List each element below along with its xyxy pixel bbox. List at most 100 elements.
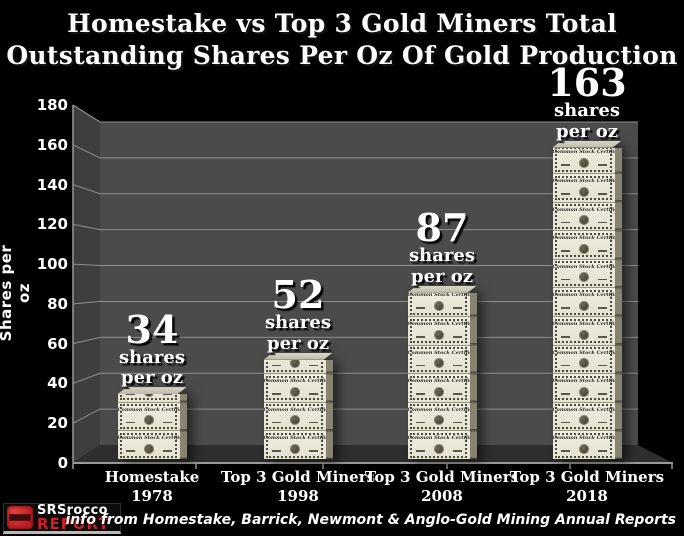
bar-top-face	[407, 285, 477, 293]
value-label: 52 shares per oz	[228, 272, 368, 354]
certificate-text: Common Stock Certificate	[552, 378, 615, 385]
certificate-seal-icon	[289, 443, 300, 454]
bar-side-face	[179, 394, 187, 459]
x-axis-ticks	[72, 463, 673, 469]
certificate-seal-icon	[433, 386, 444, 397]
bar-side-face	[614, 147, 622, 459]
stock-certificate: Common Stock Certificate	[552, 430, 615, 459]
certificate-text: Common Stock Certificate	[552, 349, 615, 356]
value-label: 163 shares per oz	[517, 60, 657, 142]
certificate-seal-icon	[433, 415, 444, 426]
value-label: 34 shares per oz	[82, 306, 222, 389]
y-tick-label: 20	[47, 414, 68, 433]
bar-side-face	[469, 292, 477, 459]
certificate-stack: Common Stock Certificate Common Stock Cer…	[263, 359, 326, 459]
certificate-seal-icon	[578, 329, 589, 340]
certificate-seal-icon	[143, 443, 154, 454]
certificate-seal-icon	[578, 243, 589, 254]
value-unit-text: shares	[119, 346, 185, 368]
certificate-seal-icon	[578, 358, 589, 369]
certificate-seal-icon	[578, 186, 589, 197]
stock-certificate: Common Stock Certificate	[552, 401, 615, 431]
certificate-seal-icon	[578, 386, 589, 397]
stock-certificate: Common Stock Certificate	[552, 173, 615, 202]
y-tick-label: 120	[36, 215, 68, 234]
stock-certificate: Common Stock Certificate	[117, 394, 180, 402]
stock-certificate: Common Stock Certificate	[407, 292, 470, 316]
certificate-text: Common Stock Certificate	[552, 292, 615, 299]
chart-title-line1: Homestake vs Top 3 Gold Miners Total	[67, 9, 617, 38]
x-category-label: Top 3 Gold Miners 2018	[509, 468, 665, 505]
certificate-seal-icon	[289, 415, 300, 426]
stock-certificate: Common Stock Certificate	[552, 230, 615, 259]
chart-title: Homestake vs Top 3 Gold Miners Total Out…	[0, 8, 684, 72]
value-unit-text: per oz	[410, 266, 473, 288]
certificate-stack: Common Stock Certificate Common Stock Cer…	[117, 394, 180, 459]
value-number: 34	[125, 306, 179, 352]
stock-certificate: Common Stock Certificate	[552, 373, 615, 402]
certificate-seal-icon	[433, 443, 444, 454]
stock-certificate: Common Stock Certificate	[263, 401, 326, 431]
stock-certificate: Common Stock Certificate	[407, 430, 470, 459]
stock-certificate: Common Stock Certificate	[552, 201, 615, 231]
certificate-text: Common Stock Certificate	[407, 349, 470, 356]
certificate-text: Common Stock Certificate	[117, 406, 180, 413]
value-unit-text: per oz	[555, 120, 618, 142]
bar-top-face	[263, 352, 333, 360]
value-unit-text: per oz	[266, 333, 329, 354]
stock-certificate: Common Stock Certificate	[407, 316, 470, 345]
stock-certificate: Common Stock Certificate	[263, 373, 326, 402]
stock-certificate: Common Stock Certificate	[552, 258, 615, 288]
value-unit-text: shares	[265, 312, 331, 334]
x-category-label: Homestake 1978	[104, 468, 200, 505]
certificate-seal-icon	[289, 359, 300, 369]
certificate-seal-icon	[143, 394, 154, 397]
stock-certificate: Common Stock Certificate	[552, 287, 615, 316]
certificate-text: Common Stock Certificate	[552, 263, 615, 270]
source-note: info from Homestake, Barrick, Newmont & …	[65, 512, 676, 528]
side-wall	[73, 105, 100, 463]
logo-report: REPORT	[37, 514, 110, 533]
certificate-seal-icon	[578, 443, 589, 454]
value-number: 52	[271, 272, 325, 318]
y-tick-label: 0	[57, 454, 68, 472]
certificate-text: Common Stock Certificate	[407, 321, 470, 328]
y-tick-label: 100	[36, 255, 68, 274]
bar-top-3-gold-miners-2008: Common Stock Certificate Common Stock Cer…	[407, 285, 477, 459]
certificate-text: Common Stock Certificate	[552, 178, 615, 185]
logo-name: SRSrocco	[37, 502, 108, 518]
chart-title-line2: Outstanding Shares Per Oz Of Gold Produc…	[6, 41, 678, 70]
certificate-text: Common Stock Certificate	[117, 435, 180, 442]
stock-certificate: Common Stock Certificate	[263, 430, 326, 459]
x-category-label: Top 3 Gold Miners 1998	[220, 468, 376, 505]
y-tick-label: 40	[47, 374, 68, 393]
certificate-text: Common Stock Certificate	[263, 406, 326, 413]
bar-homestake-1978: Common Stock Certificate Common Stock Cer…	[117, 387, 187, 459]
certificate-text: Common Stock Certificate	[552, 149, 615, 156]
certificate-seal-icon	[578, 215, 589, 226]
logo-barrel-icon	[7, 506, 33, 529]
certificate-stack: Common Stock Certificate Common Stock Cer…	[552, 147, 615, 459]
certificate-seal-icon	[143, 415, 154, 426]
stock-certificate: Common Stock Certificate	[552, 147, 615, 173]
certificate-text: Common Stock Certificate	[552, 206, 615, 213]
stock-certificate: Common Stock Certificate	[407, 344, 470, 374]
y-tick-label: 160	[36, 135, 68, 154]
stock-certificate: Common Stock Certificate	[407, 373, 470, 402]
certificate-stack: Common Stock Certificate Common Stock Cer…	[407, 292, 470, 459]
certificate-seal-icon	[433, 358, 444, 369]
certificate-text: Common Stock Certificate	[407, 435, 470, 442]
certificate-text: Common Stock Certificate	[407, 378, 470, 385]
certificate-text: Common Stock Certificate	[407, 292, 470, 299]
stock-certificate: Common Stock Certificate	[552, 316, 615, 345]
bar-top-face	[117, 387, 187, 395]
srsrocco-report-logo: SRSrocco REPORT	[3, 503, 121, 534]
certificate-seal-icon	[578, 300, 589, 311]
certificate-seal-icon	[433, 300, 444, 311]
bar-top-face	[552, 140, 622, 148]
certificate-text: Common Stock Certificate	[263, 435, 326, 442]
value-number: 163	[547, 60, 627, 106]
back-wall	[100, 122, 638, 445]
value-unit-text: shares	[554, 100, 620, 122]
